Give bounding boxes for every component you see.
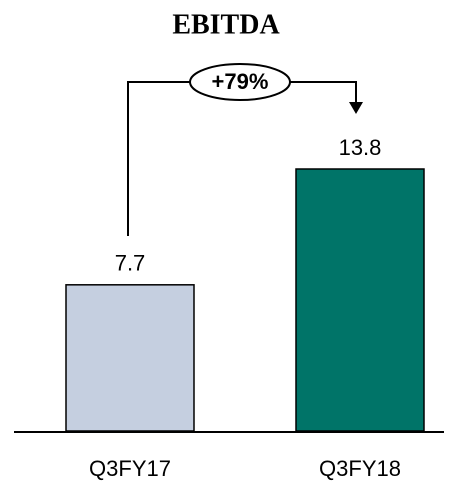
value-label: 13.8 xyxy=(339,135,382,160)
bar xyxy=(65,284,195,432)
growth-bracket xyxy=(127,63,357,236)
bracket-right xyxy=(290,81,357,104)
arrow-head xyxy=(349,102,363,114)
bracket-left xyxy=(127,81,190,236)
x-tick-label: Q3FY18 xyxy=(319,456,401,481)
bar xyxy=(295,168,425,432)
x-tick-label: Q3FY17 xyxy=(89,456,171,481)
chart-title: EBITDA xyxy=(172,9,280,40)
annotation: +79% xyxy=(212,69,269,94)
annotation-ellipse xyxy=(189,63,291,101)
value-label: 7.7 xyxy=(115,251,146,276)
